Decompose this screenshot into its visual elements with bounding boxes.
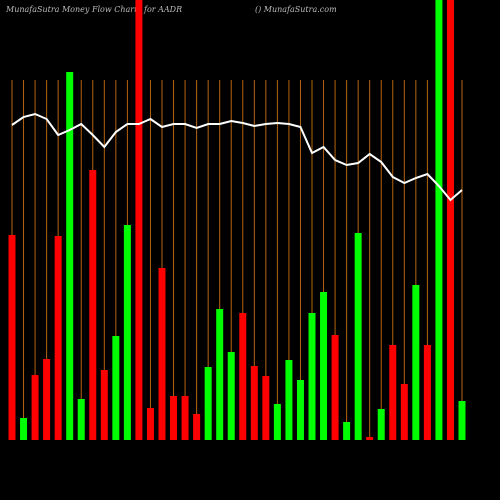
- bar: [389, 345, 397, 440]
- bar: [239, 313, 247, 440]
- bar: [54, 236, 62, 440]
- bar: [31, 375, 39, 440]
- bar: [320, 292, 328, 440]
- bar: [412, 285, 420, 440]
- bar: [193, 414, 201, 440]
- bar: [204, 367, 212, 440]
- bar: [43, 359, 51, 440]
- bar: [285, 360, 293, 440]
- bar: [89, 170, 97, 440]
- bar: [354, 233, 362, 440]
- bar: [170, 396, 178, 440]
- bar: [8, 235, 16, 440]
- bar: [135, 0, 143, 440]
- bar: [112, 336, 120, 440]
- bar: [20, 418, 28, 440]
- bar: [435, 0, 443, 440]
- bar: [77, 399, 85, 440]
- bar: [181, 396, 189, 440]
- bar: [377, 409, 385, 440]
- bar: [66, 72, 74, 440]
- bar: [262, 376, 270, 440]
- bar: [446, 0, 454, 440]
- bar: [146, 408, 154, 440]
- bar: [423, 345, 431, 440]
- bar: [343, 422, 351, 440]
- bar: [100, 370, 108, 440]
- bar: [227, 352, 235, 440]
- chart-subtitle: () MunafaSutra.com: [255, 5, 337, 14]
- line: [11, 112, 463, 202]
- bar: [216, 309, 224, 440]
- bar: [250, 366, 258, 440]
- bar: [158, 268, 166, 440]
- bar: [400, 384, 408, 440]
- bar: [458, 401, 466, 440]
- bar: [273, 404, 281, 440]
- bar: [366, 437, 374, 440]
- bar: [308, 313, 316, 440]
- bar: [123, 225, 131, 440]
- bar: [331, 335, 339, 440]
- chart-title: MunafaSutra Money Flow Charts for AADR: [5, 5, 182, 14]
- bar: [296, 380, 304, 440]
